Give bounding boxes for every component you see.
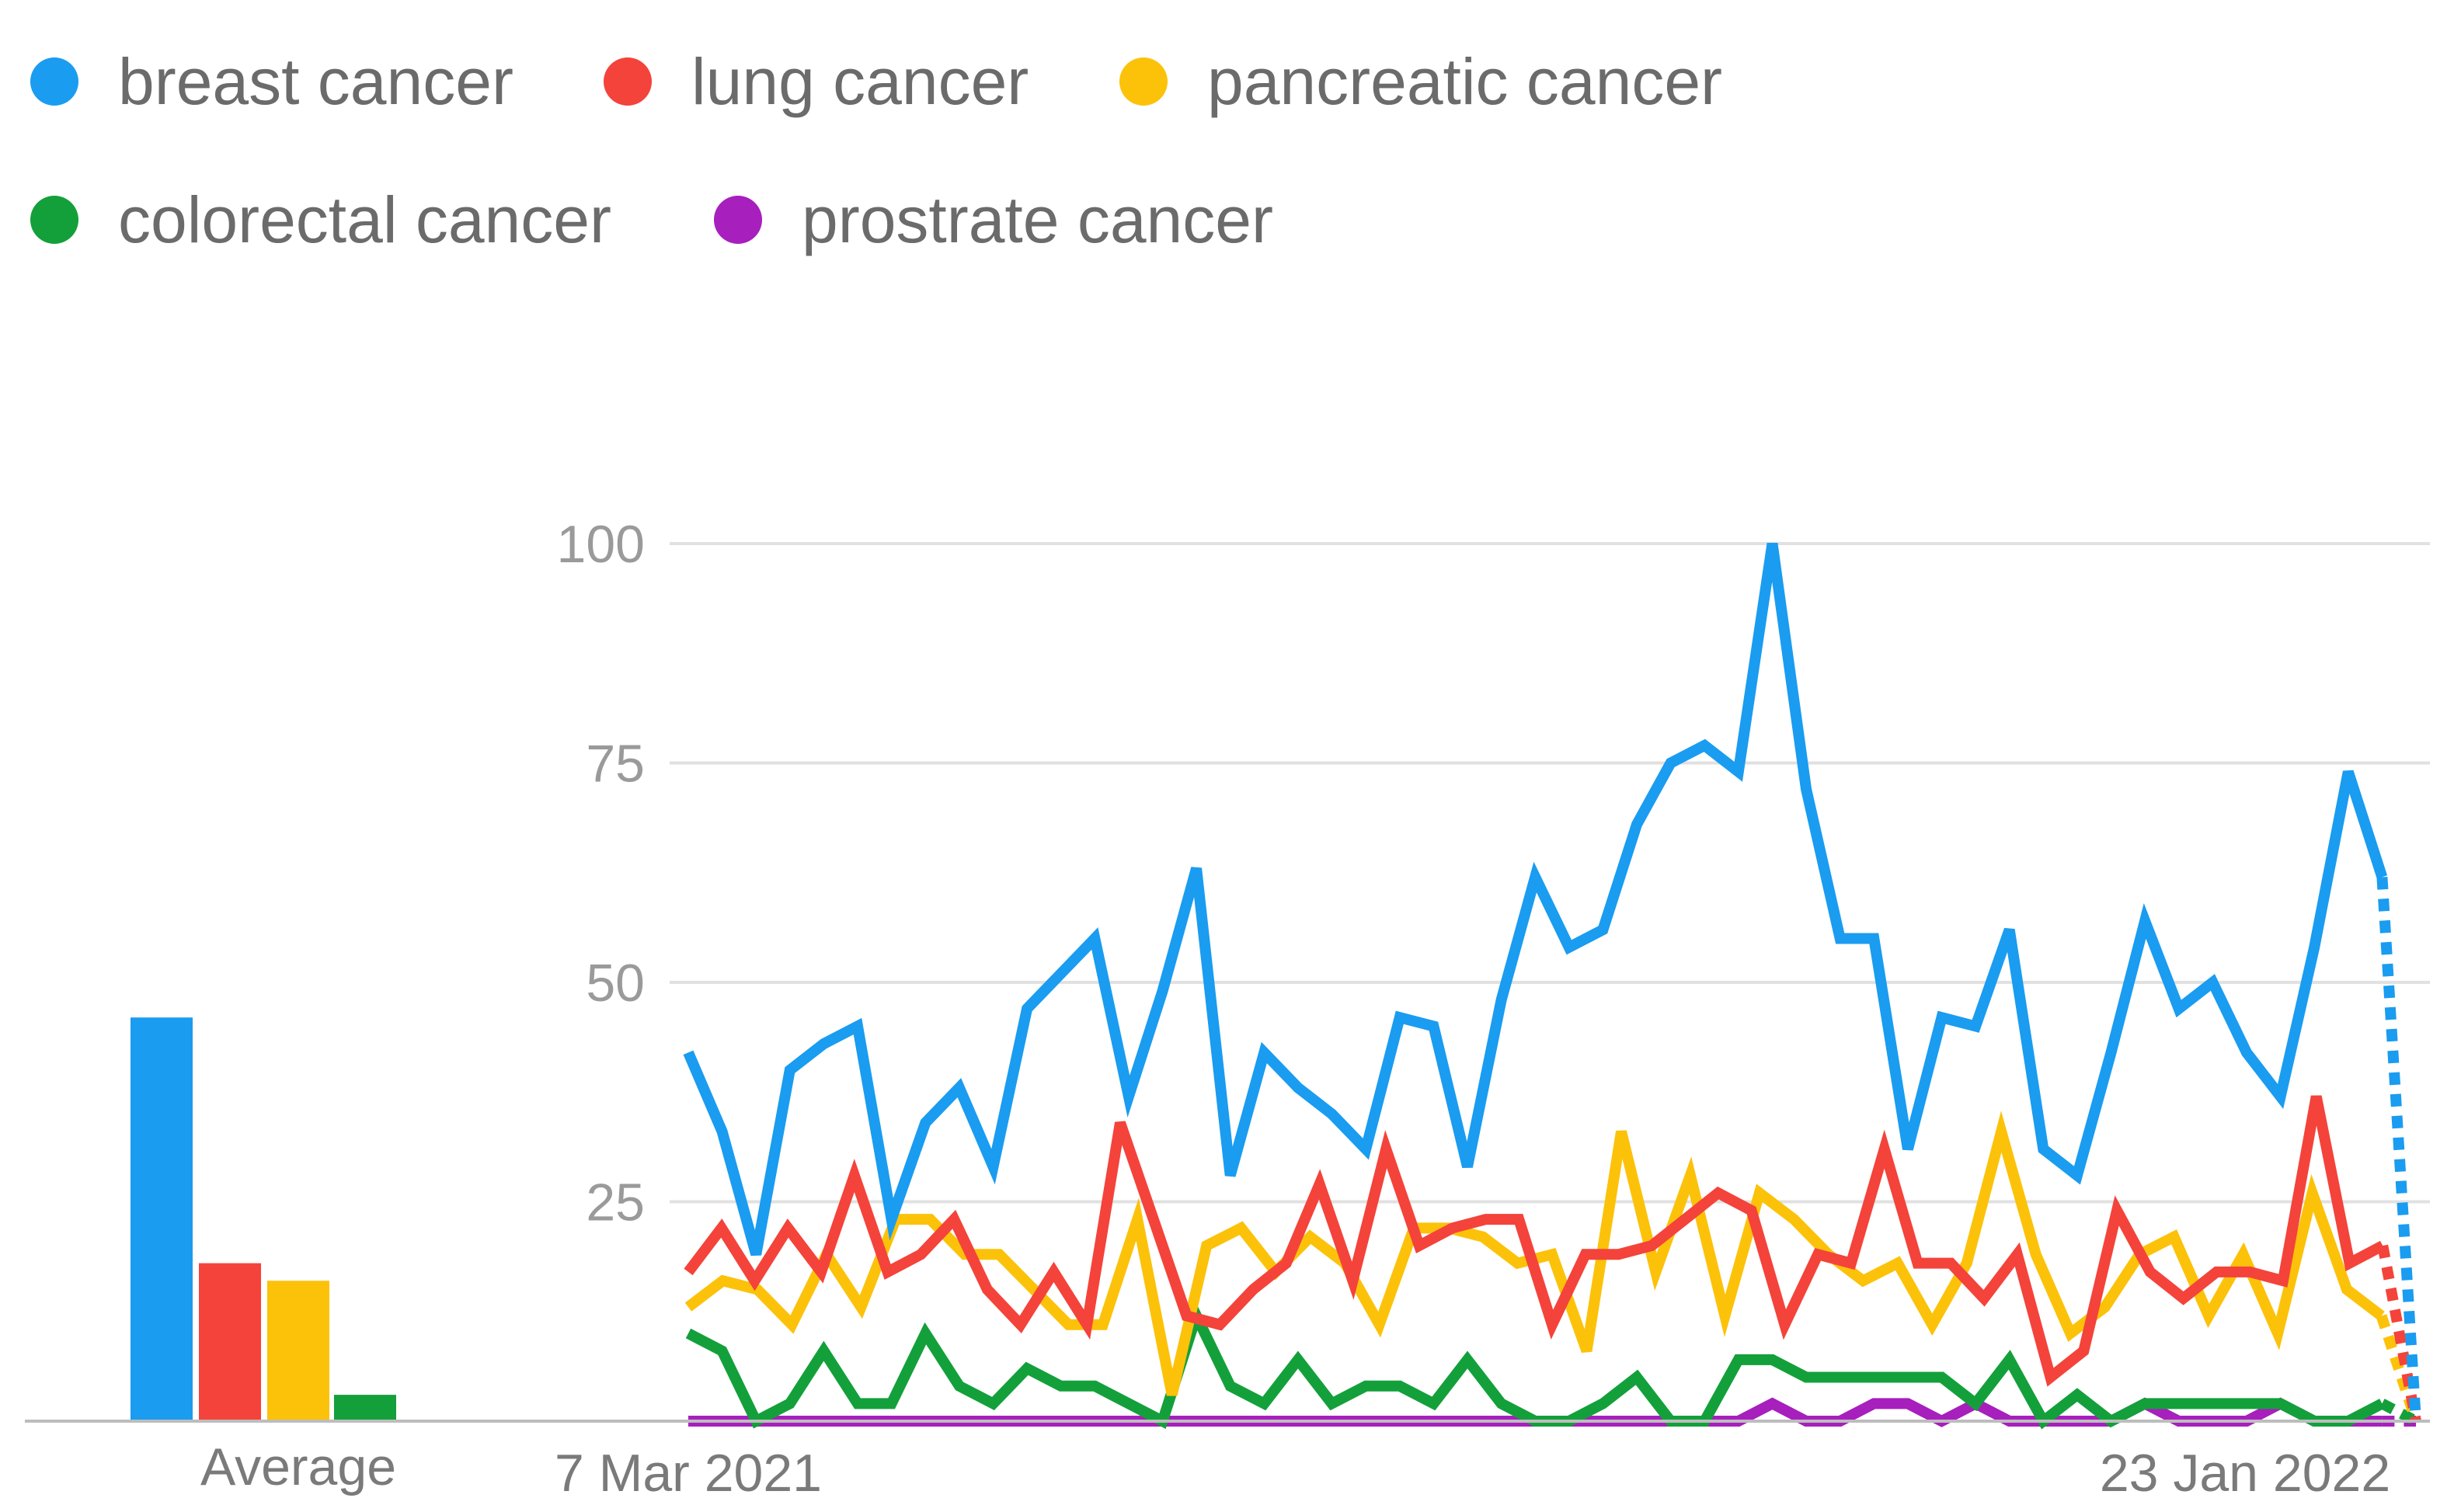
x-start-label: 7 Mar 2021 [555, 1444, 822, 1503]
y-tick-100: 100 [557, 515, 645, 574]
gridlines [670, 542, 2430, 1204]
average-label: Average [200, 1437, 396, 1496]
legend: breast cancer lung cancer pancreatic cance… [30, 45, 1722, 256]
average-bar-pancreatic-cancer [267, 1281, 329, 1421]
average-bar-colorectal-cancer [334, 1395, 396, 1421]
average-bar-breast-cancer [131, 1017, 193, 1421]
y-tick-75: 75 [586, 735, 645, 794]
legend-label-breast-cancer: breast cancer [118, 45, 513, 118]
series-line-lung-cancer [684, 1095, 2386, 1387]
legend-dot-breast-cancer [30, 57, 78, 106]
series-partial-lung-cancer [2377, 1244, 2421, 1423]
y-tick-25: 25 [586, 1173, 645, 1232]
legend-label-pancreatic-cancer: pancreatic cancer [1207, 45, 1722, 118]
x-end-label: 23 Jan 2022 [2100, 1444, 2390, 1503]
legend-dot-lung-cancer [604, 57, 652, 106]
average-bars [131, 1017, 396, 1421]
y-axis-ticks: 25 50 75 100 [557, 515, 645, 1232]
series-partial-breast-cancer [2376, 876, 2421, 1422]
legend-label-prostrate-cancer: prostrate cancer [802, 183, 1273, 256]
legend-dot-pancreatic-cancer [1119, 57, 1168, 106]
legend-label-colorectal-cancer: colorectal cancer [118, 183, 611, 256]
series-line-breast-cancer [683, 542, 2388, 1257]
average-bar-lung-cancer [199, 1263, 261, 1421]
legend-dot-prostrate-cancer [714, 196, 762, 244]
legend-label-lung-cancer: lung cancer [691, 45, 1029, 118]
legend-dot-colorectal-cancer [30, 196, 78, 244]
y-tick-50: 50 [586, 954, 645, 1013]
series-line-colorectal-cancer [685, 1301, 2385, 1430]
